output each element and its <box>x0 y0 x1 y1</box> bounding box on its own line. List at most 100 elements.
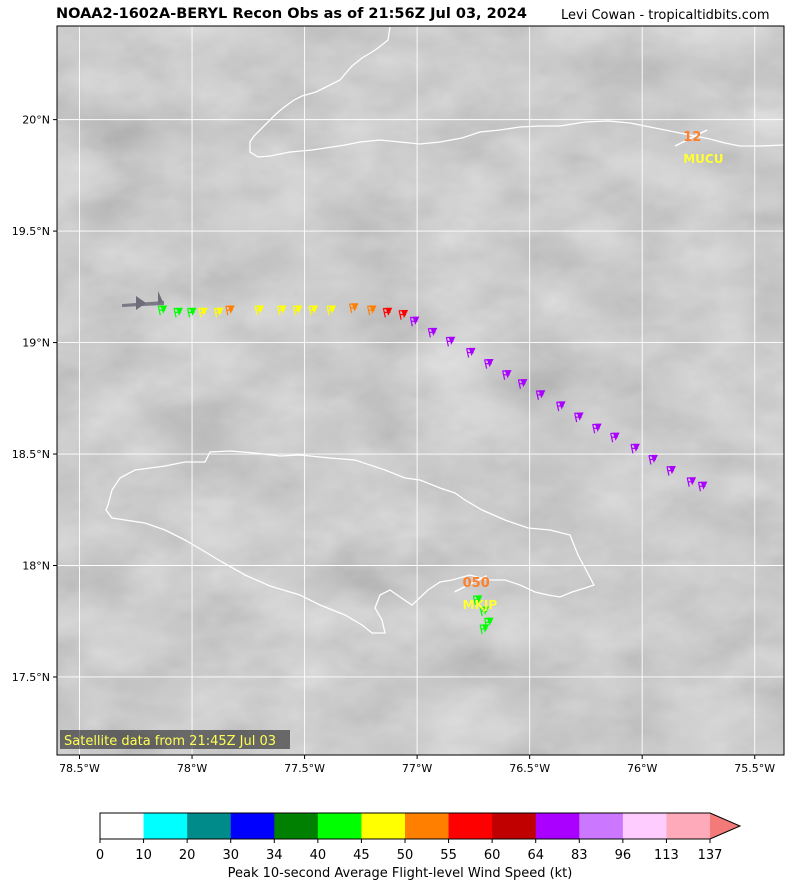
wind-barb-4-7 <box>535 390 546 400</box>
colorbar-tick-label-4: 34 <box>266 848 283 863</box>
flight-track <box>122 291 708 635</box>
colorbar-tick-label-0: 0 <box>96 848 104 863</box>
wind-barb-4-4 <box>484 359 494 369</box>
station-barb-1 <box>454 575 487 593</box>
wind-barb-1-3 <box>276 305 287 316</box>
colorbar-segment-0 <box>100 813 145 839</box>
station-mucu: 12 MUCU <box>674 129 723 166</box>
wind-barb-0-1 <box>173 307 184 318</box>
satellite-imagery <box>57 26 784 755</box>
wind-barb-3-0 <box>382 307 393 318</box>
colorbar-segment-12 <box>622 813 667 839</box>
wind-barb-2-2 <box>367 305 377 316</box>
wind-barb-4-16 <box>697 481 708 492</box>
wind-barb-0-0 <box>157 305 168 316</box>
wind-barb-1-5 <box>308 305 319 316</box>
wind-barb-5-3 <box>479 624 490 635</box>
colorbar-tick-label-5: 40 <box>310 848 327 863</box>
colorbar-tick-label-1: 10 <box>135 848 152 863</box>
colorbar-segment-1 <box>143 813 188 839</box>
y-tick-label-5: 17.5°N <box>12 671 50 684</box>
y-tick-label-1: 19.5°N <box>12 225 50 238</box>
aircraft-icon <box>122 291 164 310</box>
wind-barb-4-6 <box>517 379 528 389</box>
colorbar-extend-arrow <box>710 813 740 839</box>
x-tick-label-3: 77°W <box>402 762 432 775</box>
wind-barb-4-3 <box>466 347 476 358</box>
station-barb-0 <box>674 129 708 147</box>
colorbar-segment-11 <box>579 813 624 839</box>
y-tick-label-0: 20°N <box>22 114 50 127</box>
satellite-note-box: Satellite data from 21:45Z Jul 03 <box>60 730 290 749</box>
station-mkjp: 050 MKJP <box>454 575 498 612</box>
x-tick-label-1: 78°W <box>177 762 207 775</box>
cuba-coastline <box>249 26 784 158</box>
wind-barb-4-2 <box>445 336 456 347</box>
colorbar-tick-label-8: 55 <box>440 848 457 863</box>
colorbar-segment-2 <box>187 813 232 839</box>
colorbar-segment-10 <box>535 813 580 839</box>
x-tick-label-2: 77.5°W <box>284 762 325 775</box>
coastlines <box>105 26 784 634</box>
wind-barb-4-12 <box>630 443 640 454</box>
colorbar-segment-6 <box>361 813 406 839</box>
colorbar-segment-13 <box>666 813 711 839</box>
jamaica-coastline <box>105 450 595 634</box>
station-observations: 12 MUCU 050 MKJP <box>454 129 723 612</box>
wind-barb-0-2 <box>186 307 197 318</box>
wind-barb-4-8 <box>556 401 566 412</box>
gridlines <box>57 26 784 755</box>
colorbar-tick-label-6: 45 <box>353 848 370 863</box>
colorbar-tick-label-14: 137 <box>698 848 723 863</box>
wind-barb-4-10 <box>592 423 602 434</box>
y-tick-label-4: 18°N <box>22 560 50 573</box>
wind-barb-1-0 <box>198 307 208 318</box>
x-tick-label-4: 76.5°W <box>509 762 550 775</box>
wind-barb-4-14 <box>666 466 676 476</box>
wind-barb-5-1 <box>479 606 490 617</box>
colorbar-tick-label-11: 83 <box>571 848 588 863</box>
wind-barb-3-1 <box>398 309 409 320</box>
wind-barb-1-4 <box>292 305 303 316</box>
station-id-0: MUCU <box>683 152 723 166</box>
colorbar-tick-label-3: 30 <box>222 848 239 863</box>
wind-barb-4-11 <box>610 432 620 443</box>
wind-barb-2-0 <box>225 305 235 316</box>
colorbar-segment-7 <box>405 813 450 839</box>
colorbar-segment-5 <box>317 813 362 839</box>
wind-barb-4-13 <box>648 454 658 465</box>
satellite-note: Satellite data from 21:45Z Jul 03 <box>64 734 276 749</box>
colorbar-tick-label-7: 50 <box>397 848 414 863</box>
colorbar: 0 10 20 30 34 40 45 50 55 60 64 83 96 113 137 <box>96 812 742 863</box>
credit-text: Levi Cowan - tropicaltidbits.com <box>561 8 770 23</box>
wind-barb-4-5 <box>502 370 512 380</box>
map-title: NOAA2-1602A-BERYL Recon Obs as of 21:56Z… <box>56 6 527 22</box>
x-tick-label-6: 75.5°W <box>734 762 775 775</box>
x-tick-label-5: 76°W <box>627 762 657 775</box>
colorbar-segment-4 <box>274 813 319 839</box>
wind-barb-4-0 <box>409 316 420 327</box>
wind-barb-1-6 <box>326 305 337 316</box>
colorbar-tick-label-10: 64 <box>527 848 544 863</box>
wind-barb-1-2 <box>254 305 265 316</box>
colorbar-tick-label-2: 20 <box>179 848 196 863</box>
y-tick-label-3: 18.5°N <box>12 448 50 461</box>
wind-barb-5-0 <box>472 595 483 606</box>
colorbar-tick-label-13: 113 <box>654 848 679 863</box>
colorbar-outline <box>99 812 742 840</box>
wind-barb-2-1 <box>349 303 359 314</box>
wind-barb-4-9 <box>574 412 584 423</box>
axis-ticks: 78.5°W 78°W 77.5°W 77°W 76.5°W 76°W 75.5°W 20°N… <box>12 114 776 775</box>
y-tick-label-2: 19°N <box>22 337 50 350</box>
station-id-1: MKJP <box>463 598 498 612</box>
map-frame <box>56 25 785 756</box>
wind-barb-4-15 <box>686 477 697 487</box>
station-value-0: 12 <box>683 130 701 145</box>
colorbar-segment-3 <box>230 813 275 839</box>
colorbar-segment-9 <box>492 813 537 839</box>
wind-barb-4-1 <box>427 327 438 338</box>
x-tick-label-0: 78.5°W <box>59 762 100 775</box>
colorbar-tick-label-9: 60 <box>484 848 501 863</box>
colorbar-tick-label-12: 96 <box>615 848 632 863</box>
